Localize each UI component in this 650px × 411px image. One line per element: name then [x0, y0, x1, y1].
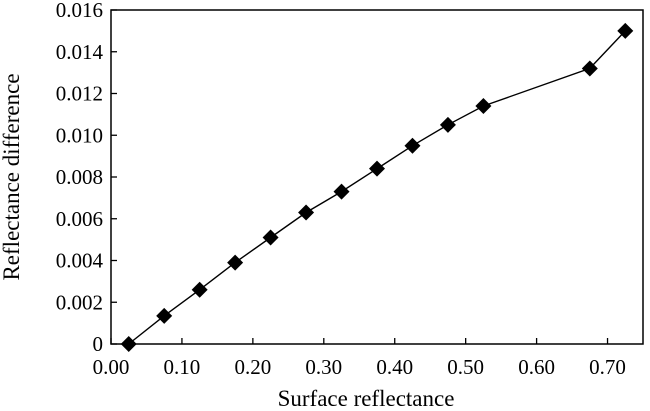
- data-point: [333, 183, 350, 200]
- x-tick-label: 0.30: [305, 355, 342, 379]
- data-point: [581, 60, 598, 77]
- x-tick-label: 0.10: [164, 355, 201, 379]
- y-tick-label: 0.004: [56, 249, 104, 273]
- series-group: [120, 22, 634, 352]
- y-tick-label: 0.008: [56, 165, 103, 189]
- plot-frame: [110, 9, 644, 345]
- y-tick-label: 0.010: [56, 123, 103, 147]
- series-line: [128, 30, 626, 345]
- data-point: [227, 254, 244, 271]
- y-tick-label: 0.012: [56, 82, 103, 106]
- data-point: [191, 281, 208, 298]
- x-tick-label: 0.50: [447, 355, 484, 379]
- x-tick-label: 0.00: [93, 355, 130, 379]
- data-point: [439, 116, 456, 133]
- x-tick-label: 0.70: [589, 355, 626, 379]
- data-point: [617, 22, 634, 39]
- data-point: [120, 336, 137, 352]
- x-axis-ticks: 0.00 0.10 0.20 0.30 0.40 0.50 0.60 0.70: [93, 338, 626, 379]
- x-axis-title: Surface reflectance: [278, 386, 455, 411]
- y-tick-label: 0.006: [56, 207, 103, 231]
- y-tick-label: 0.014: [56, 40, 104, 64]
- y-tick-label: 0: [93, 332, 104, 356]
- data-point: [156, 307, 173, 324]
- data-point: [262, 229, 279, 246]
- y-tick-label: 0.002: [56, 290, 103, 314]
- data-point: [298, 204, 315, 221]
- data-point: [404, 137, 421, 154]
- y-axis-title: Reflectance difference: [0, 73, 24, 280]
- x-tick-label: 0.60: [518, 355, 555, 379]
- data-point: [369, 160, 385, 177]
- data-point: [475, 98, 492, 115]
- x-tick-label: 0.40: [376, 355, 413, 379]
- y-axis-ticks: 0 0.002 0.004 0.006 0.008 0.010 0.012 0.014 0.01…: [56, 0, 117, 356]
- y-tick-label: 0.016: [56, 0, 103, 22]
- x-tick-label: 0.20: [234, 355, 271, 379]
